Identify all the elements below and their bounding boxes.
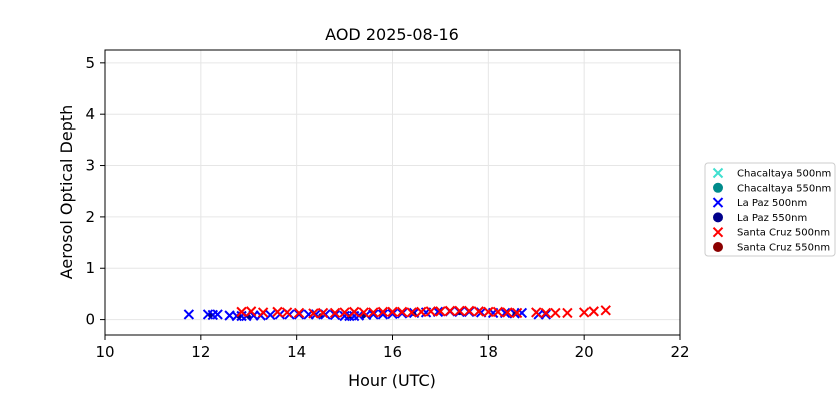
data-point [531, 307, 542, 318]
data-point [550, 307, 561, 319]
data-point [265, 309, 276, 321]
x-tick-label: 10 [95, 343, 114, 361]
y-tick-label: 2 [85, 208, 95, 226]
y-tick-label: 5 [85, 54, 95, 72]
y-axis-ticks: 0 1 2 3 4 5 [85, 54, 105, 329]
data-point [600, 305, 611, 316]
legend-marker [713, 212, 723, 223]
data-point [245, 306, 257, 317]
chart-title: AOD 2025-08-16 [325, 25, 459, 44]
data-point [358, 307, 369, 318]
grid [104, 50, 681, 335]
data-point [377, 309, 389, 320]
data-point [396, 308, 408, 319]
legend-box [704, 162, 836, 257]
data-point [492, 306, 504, 318]
data-point [329, 307, 341, 319]
legend-marker [713, 242, 723, 252]
data-point [368, 307, 379, 318]
data-point [502, 307, 513, 318]
legend-marker [712, 167, 724, 179]
data-point [387, 308, 398, 320]
data-point [473, 306, 484, 317]
data-point [281, 307, 293, 318]
data-points [183, 305, 611, 322]
data-point [329, 309, 341, 321]
data-point [463, 305, 475, 317]
data-point [348, 306, 360, 318]
data-point [257, 307, 269, 318]
x-tick-label: 18 [479, 343, 498, 361]
x-tick-label: 16 [383, 343, 402, 361]
x-tick-label: 20 [575, 343, 594, 361]
legend-label: Chacaltaya 550nm [737, 183, 831, 194]
data-point [208, 313, 213, 318]
legend-label: La Paz 500nm [737, 198, 807, 209]
x-tick-label: 12 [191, 343, 210, 361]
legend-marker [712, 197, 724, 208]
data-point [454, 305, 465, 317]
data-point [387, 306, 398, 318]
x-tick-label: 14 [287, 343, 306, 361]
x-axis-ticks: 10 12 14 16 18 20 22 [95, 335, 690, 361]
data-point [236, 306, 247, 318]
data-point [588, 306, 599, 317]
data-point [377, 306, 389, 318]
y-tick-label: 0 [85, 311, 95, 329]
legend-label: La Paz 550nm [737, 213, 807, 224]
data-point [425, 306, 437, 317]
x-tick-label: 22 [670, 343, 689, 361]
data-point [416, 306, 427, 318]
data-point [540, 307, 552, 319]
data-point [444, 305, 456, 317]
data-point [511, 307, 523, 319]
data-point [317, 307, 329, 319]
data-point [293, 307, 305, 319]
y-axis-label: Aerosol Optical Depth [57, 105, 76, 280]
data-point [183, 309, 195, 320]
data-point [339, 307, 350, 318]
legend-marker [712, 226, 724, 238]
legend-label: Santa Cruz 500nm [737, 228, 830, 239]
data-point [368, 309, 379, 320]
data-point [396, 306, 408, 318]
data-point [435, 306, 446, 317]
data-point [212, 309, 223, 320]
legend-marker [713, 182, 723, 193]
legend: Chacaltaya 500nm Chacaltaya 550nm La Paz 5… [704, 162, 836, 257]
legend-label: Chacaltaya 500nm [737, 169, 831, 180]
data-point [578, 307, 590, 318]
data-point [293, 309, 305, 320]
data-point [540, 309, 552, 320]
data-point [308, 308, 319, 319]
y-tick-label: 3 [85, 157, 95, 175]
y-tick-label: 4 [85, 105, 95, 123]
x-axis-label: Hour (UTC) [348, 371, 436, 390]
data-point [272, 306, 283, 318]
data-point [483, 306, 494, 318]
data-point [406, 307, 417, 318]
data-point [562, 307, 573, 319]
legend-label: Santa Cruz 550nm [737, 243, 830, 254]
y-tick-label: 1 [85, 259, 95, 277]
